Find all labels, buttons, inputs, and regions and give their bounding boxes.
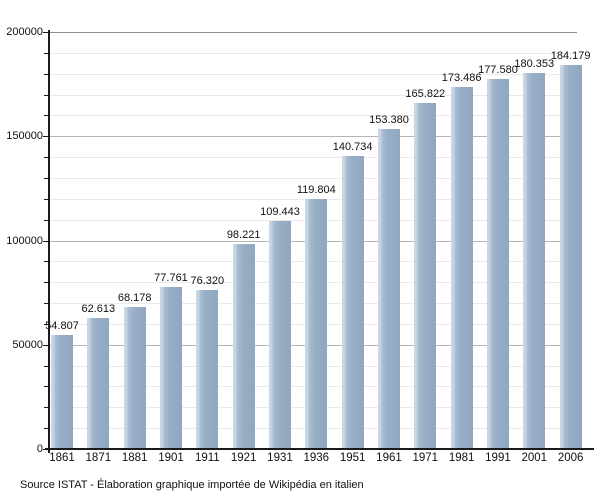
bar-value-label: 98.221 [226,229,261,242]
plot-area: 54.807 62.613 68.178 77.761 76.320 98.221 109.… [45,32,592,449]
y-axis-tick [44,323,49,325]
y-axis-tick [43,449,49,450]
y-axis-tick [44,303,49,305]
x-axis-line [45,448,594,450]
x-axis-label: 1951 [339,452,366,464]
x-axis-label: 1911 [194,452,220,464]
y-axis-tick [44,219,49,221]
y-axis-tick [44,428,49,430]
bar [123,306,146,449]
x-axis-label: 1971 [412,452,439,464]
bar [377,129,400,449]
bar [51,334,73,449]
x-axis-label: 1871 [85,452,112,464]
bar-value-label: 68.178 [117,291,152,304]
bar [305,199,328,449]
bar [232,244,255,449]
y-axis-tick [44,157,49,159]
y-axis-tick [44,386,49,388]
y-axis-tick [44,94,49,96]
y-axis-tick [43,344,49,346]
minor-gridline [49,115,577,117]
y-axis-tick [43,240,49,242]
x-axis-label: 1901 [158,452,184,464]
x-axis-label: 1921 [230,452,257,464]
bar-value-label: 76.320 [190,274,225,287]
bar-value-label: 177.580 [478,63,518,76]
bar [341,155,364,449]
x-axis-label: 1961 [376,452,402,464]
bar-value-label: 180.353 [514,57,555,70]
x-axis-label: 1861 [49,452,75,464]
x-axis-label: 1931 [267,452,293,464]
x-axis-label: 1991 [485,452,511,464]
bar-value-label: 109.443 [260,205,300,218]
bar-value-label: 173.486 [441,72,482,85]
bar [159,286,182,449]
bar-value-label: 184.179 [550,49,591,62]
bar-value-label: 62.613 [81,303,116,316]
bar [523,72,546,449]
bar [450,87,473,449]
y-axis-tick [44,365,49,367]
y-axis-tick [44,115,49,117]
y-axis-tick [44,407,49,409]
y-axis-tick [44,52,49,54]
minor-gridline [49,94,577,96]
y-axis-tick [44,73,49,75]
x-axis-label: 1981 [448,452,475,464]
y-axis-tick [44,282,49,284]
x-axis-label: 1936 [303,452,330,464]
major-gridline [49,136,577,138]
x-axis-label: 1881 [121,452,148,464]
bar [196,289,219,449]
minor-gridline [49,177,577,179]
bar [486,78,509,449]
bar-value-label: 153.380 [369,114,409,127]
y-axis-line [48,30,50,453]
bar-value-label: 165.822 [405,88,446,101]
y-axis-label: 50000 [12,338,43,351]
y-axis-label: 150000 [6,130,43,143]
bar-value-label: 77.761 [154,271,188,284]
y-axis-tick [44,198,49,200]
minor-gridline [49,73,577,75]
source-caption: Source ISTAT - Élaboration graphique imp… [20,479,364,491]
y-axis-label: 200000 [6,26,43,38]
y-axis-label: 100000 [6,234,43,247]
y-axis-tick [43,136,49,138]
y-axis-tick [44,177,49,179]
bar-value-label: 140.734 [332,140,373,153]
bar-value-label: 54.807 [45,319,79,332]
minor-gridline [49,157,577,159]
bar [87,318,110,449]
bar [414,103,437,449]
minor-gridline [49,52,577,54]
bar [559,64,582,449]
x-axis-label: 2006 [557,452,584,464]
major-gridline [49,32,577,33]
bar-value-label: 119.804 [296,184,336,197]
x-axis-label: 2001 [521,452,548,464]
y-axis-tick [44,261,49,263]
bar [268,220,291,449]
y-axis-tick [43,32,49,33]
y-axis-label: 0 [36,443,43,455]
